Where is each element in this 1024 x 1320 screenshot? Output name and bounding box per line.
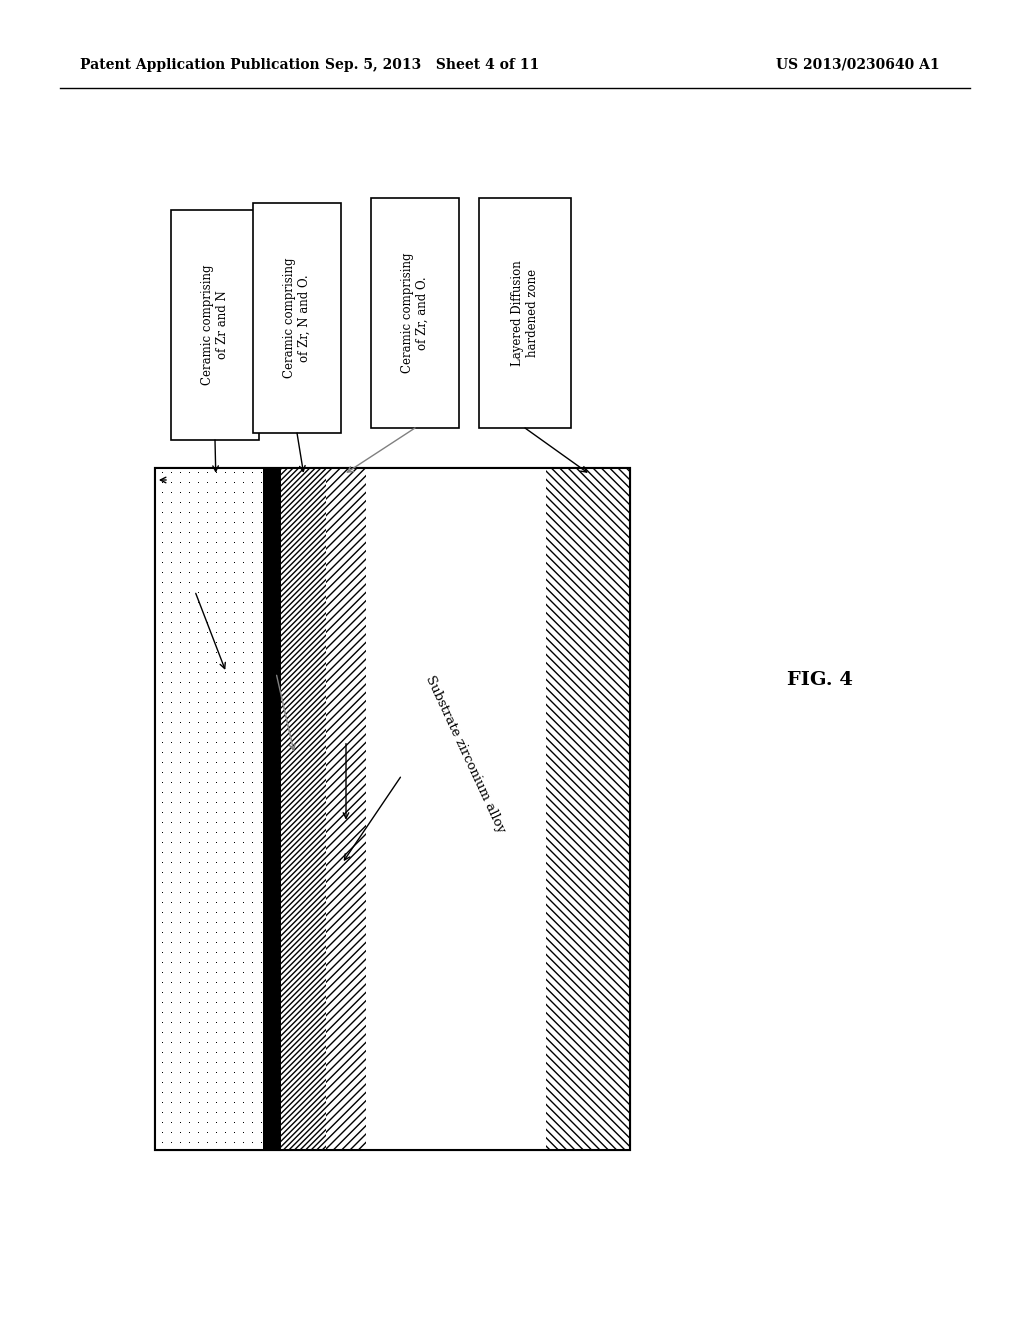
Bar [281, 469, 326, 1150]
Text: Ceramic comprising
of Zr, N and O.: Ceramic comprising of Zr, N and O. [283, 257, 311, 379]
Bar [155, 469, 630, 1150]
Text: Ceramic comprising
of Zr, and O.: Ceramic comprising of Zr, and O. [401, 252, 429, 374]
Bar [155, 469, 158, 1150]
Bar [155, 469, 630, 1150]
Text: Patent Application Publication: Patent Application Publication [80, 58, 319, 73]
Bar [546, 469, 630, 1150]
Text: FIG. 4: FIG. 4 [787, 671, 853, 689]
Text: Sep. 5, 2013   Sheet 4 of 11: Sep. 5, 2013 Sheet 4 of 11 [325, 58, 539, 73]
Bar [479, 198, 571, 428]
Text: Layered Diffusion
hardened zone: Layered Diffusion hardened zone [511, 260, 539, 366]
Bar [371, 198, 459, 428]
Text: Substrate zirconium alloy: Substrate zirconium alloy [423, 673, 507, 836]
Bar [263, 469, 281, 1150]
Bar [326, 469, 366, 1150]
Bar [158, 469, 263, 1150]
Bar [171, 210, 259, 440]
Bar [366, 469, 546, 1150]
Text: US 2013/0230640 A1: US 2013/0230640 A1 [776, 58, 940, 73]
Bar [253, 203, 341, 433]
Text: Ceramic comprising
of Zr and N: Ceramic comprising of Zr and N [201, 265, 229, 385]
